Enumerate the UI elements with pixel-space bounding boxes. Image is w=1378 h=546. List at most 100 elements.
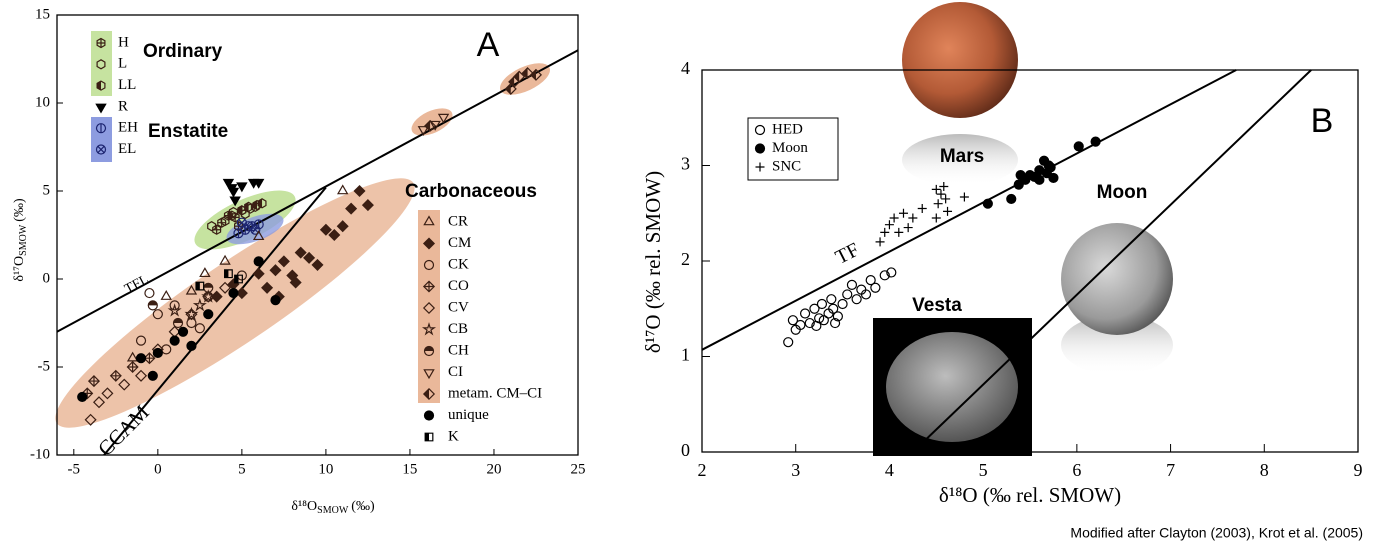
marker: [1074, 142, 1083, 151]
marker: [208, 222, 216, 231]
x-tick-label: 9: [1354, 460, 1363, 480]
marker: [153, 310, 162, 319]
marker-overlay: [890, 214, 899, 223]
legend-label: unique: [448, 407, 489, 423]
marker: [831, 319, 840, 328]
marker-shape: [801, 309, 810, 318]
marker-overlay: [899, 209, 908, 218]
marker: [983, 199, 992, 208]
marker: [254, 257, 263, 266]
marker: [1091, 137, 1100, 146]
marker-shape: [843, 290, 852, 299]
marker-shape: [78, 392, 87, 401]
marker-shape: [796, 320, 805, 329]
group-label: Enstatite: [148, 121, 228, 142]
figure: Mars Moon Vesta δ¹⁷OSMOW(‰) δ¹⁸OSMOW(‰) …: [0, 0, 1378, 546]
marker-shape: [153, 348, 162, 357]
line-label: TF: [832, 239, 863, 269]
marker: [941, 194, 950, 203]
marker-shape: [97, 60, 105, 69]
marker: [843, 290, 852, 299]
marker: [225, 270, 233, 278]
marker-shape: [200, 268, 209, 276]
marker: [796, 320, 805, 329]
label-part: (‰): [12, 198, 27, 222]
marker: [271, 296, 280, 305]
y-tick-label: 1: [681, 345, 690, 365]
vesta-image: [886, 332, 1018, 442]
label-part: SMOW: [18, 224, 29, 256]
legend-marker: [96, 104, 105, 112]
image-label: Mars: [940, 146, 984, 167]
marker: [1044, 161, 1053, 170]
marker-shape: [838, 299, 847, 308]
x-tick-label: 7: [1166, 460, 1175, 480]
marker: [148, 301, 157, 310]
marker-shape: [237, 183, 246, 191]
marker: [862, 290, 871, 299]
legend-label: CI: [448, 364, 463, 380]
marker: [880, 228, 889, 237]
image-label: Vesta: [912, 295, 962, 316]
x-tick-label: 6: [1072, 460, 1081, 480]
marker-shape: [831, 319, 840, 328]
marker: [237, 183, 246, 191]
legend-label: R: [118, 98, 128, 114]
y-tick-label: 15: [35, 6, 50, 22]
marker-overlay: [904, 223, 913, 232]
marker: [847, 280, 856, 289]
marker-overlay: [932, 214, 941, 223]
marker: [943, 207, 952, 216]
legend-label: EL: [118, 141, 136, 157]
legend-marker: [97, 60, 105, 69]
marker: [827, 295, 836, 304]
marker: [235, 275, 243, 283]
legend-label: L: [118, 56, 127, 72]
marker: [876, 237, 885, 246]
reference-line: [913, 70, 1311, 452]
marker-shape: [756, 126, 765, 135]
x-tick-label: 20: [486, 461, 501, 477]
x-tick-label: 5: [979, 460, 988, 480]
image-label: Moon: [1097, 182, 1148, 203]
legend-label: metam. CM–CI: [448, 385, 542, 401]
marker: [887, 268, 896, 277]
mars-image: [902, 2, 1018, 118]
y-axis-label: δ¹⁷OSMOW(‰): [12, 198, 29, 282]
x-tick-label: 5: [238, 461, 246, 477]
marker-overlay: [943, 207, 952, 216]
marker-shape: [145, 289, 154, 298]
marker-overlay: [934, 199, 943, 208]
marker-shape: [847, 280, 856, 289]
marker-shape: [1091, 137, 1100, 146]
marker-shape: [1044, 161, 1053, 170]
marker-shape: [96, 104, 105, 112]
marker: [187, 341, 196, 350]
y-tick-label: 0: [43, 270, 51, 286]
marker: [817, 299, 826, 308]
marker: [932, 214, 941, 223]
source-note: Modified after Clayton (2003), Krot et a…: [1070, 525, 1363, 541]
legend-label: Moon: [772, 140, 808, 156]
marker: [904, 223, 913, 232]
legend-label: CO: [448, 278, 469, 294]
marker-shape: [148, 371, 157, 380]
marker: [237, 218, 246, 227]
marker-shape: [137, 354, 146, 363]
marker: [885, 220, 894, 229]
marker-overlay: [918, 204, 927, 213]
marker: [838, 299, 847, 308]
y-tick-label: 2: [681, 249, 690, 269]
legend-marker: [425, 261, 434, 270]
marker-overlay: [908, 214, 917, 223]
marker-shape: [254, 257, 263, 266]
marker: [894, 228, 903, 237]
x-tick-label: 8: [1260, 460, 1269, 480]
marker: [229, 289, 238, 298]
marker: [195, 324, 204, 333]
y-axis-label: δ¹⁷O (‰ rel. SMOW): [641, 171, 665, 353]
panel-label: B: [1311, 102, 1334, 140]
y-tick-label: 10: [35, 94, 50, 110]
marker-shape: [187, 341, 196, 350]
marker: [908, 214, 917, 223]
